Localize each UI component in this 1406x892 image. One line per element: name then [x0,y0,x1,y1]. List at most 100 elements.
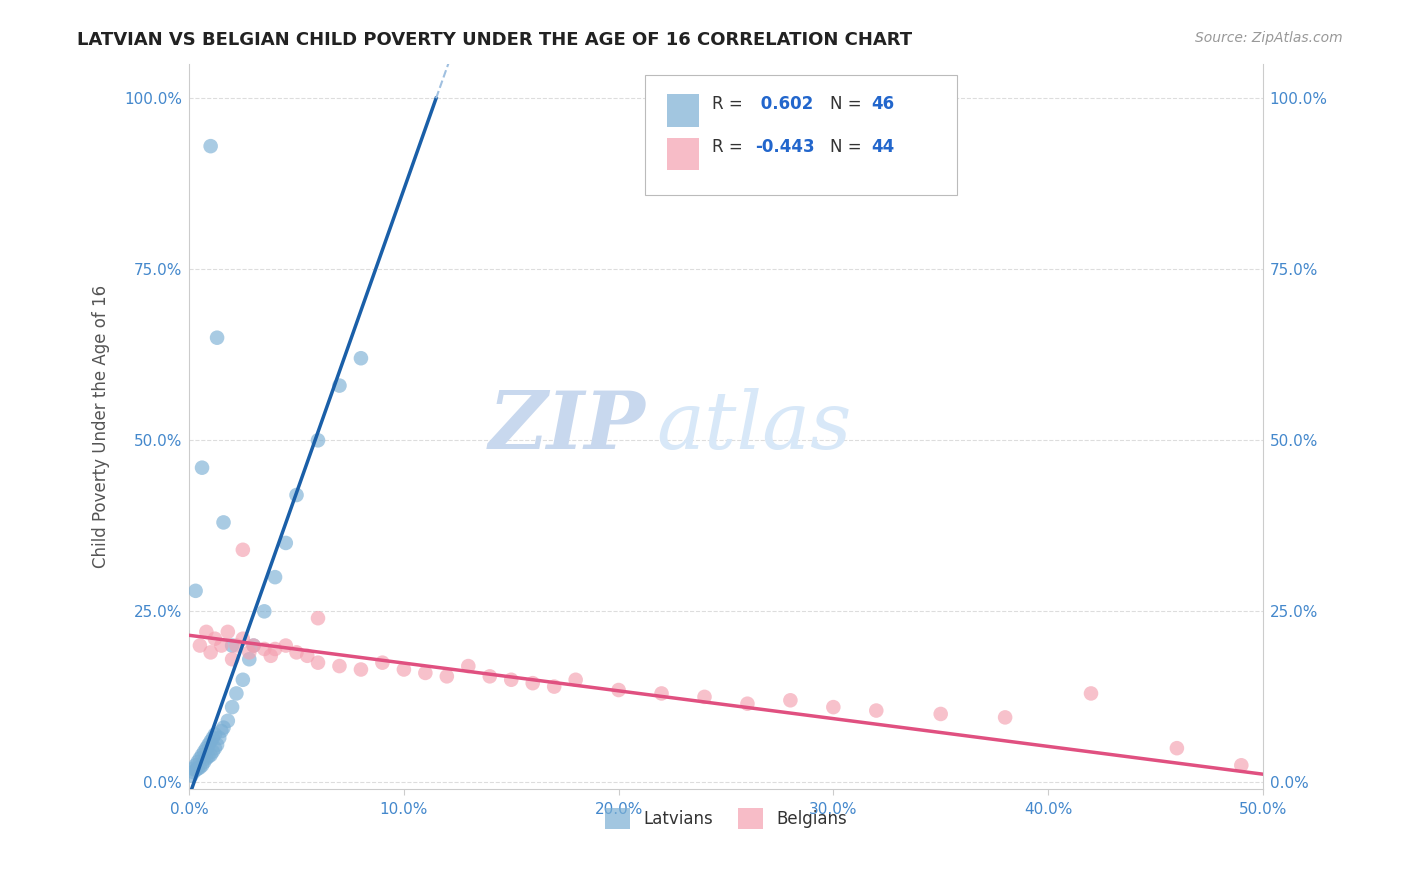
Point [350,351,373,366]
Point [187,755,209,769]
Point [607,683,630,698]
Point [436,669,458,683]
Text: -0.443: -0.443 [755,138,814,156]
Point [564,673,586,687]
Point [307,611,329,625]
Point [823,700,845,714]
Point [225,639,247,653]
Point [184,758,207,772]
Point [195,751,218,765]
Point [193,755,215,769]
Point [501,673,523,687]
Point [191,460,214,475]
Point [865,704,887,718]
Y-axis label: Child Poverty Under the Age of 16: Child Poverty Under the Age of 16 [93,285,110,568]
Text: N =: N = [830,95,868,113]
Point [188,751,211,765]
Point [188,639,211,653]
Point [478,669,501,683]
Point [217,714,239,728]
Point [371,656,394,670]
Point [285,645,308,659]
Point [392,663,415,677]
Point [184,583,207,598]
Text: N =: N = [830,138,868,156]
Point [264,570,287,584]
Point [209,639,232,653]
Point [242,639,264,653]
Text: 0.602: 0.602 [755,95,813,113]
Legend: Latvians, Belgians: Latvians, Belgians [598,802,853,835]
Point [221,700,243,714]
FancyBboxPatch shape [666,95,699,127]
Text: LATVIAN VS BELGIAN CHILD POVERTY UNDER THE AGE OF 16 CORRELATION CHART: LATVIAN VS BELGIAN CHILD POVERTY UNDER T… [77,31,912,49]
Point [204,632,226,646]
Point [221,639,243,653]
Text: R =: R = [711,95,748,113]
Point [1080,686,1102,700]
Point [200,139,222,153]
Point [543,680,565,694]
Point [1230,758,1253,772]
Point [221,652,243,666]
Text: 46: 46 [870,95,894,113]
Point [209,724,232,739]
Point [212,721,235,735]
FancyBboxPatch shape [645,75,957,194]
Point [253,604,276,618]
Point [188,760,211,774]
Point [225,686,247,700]
Point [274,639,297,653]
Point [350,663,373,677]
Point [238,652,260,666]
Point [260,648,283,663]
Text: 44: 44 [870,138,894,156]
Point [328,378,350,392]
Point [193,745,215,759]
Point [200,734,222,748]
Point [191,758,214,772]
Point [328,659,350,673]
Point [274,536,297,550]
FancyBboxPatch shape [666,137,699,170]
Point [191,747,214,762]
Point [200,747,222,762]
Text: R =: R = [711,138,748,156]
Point [779,693,801,707]
Point [205,738,228,752]
Point [232,542,254,557]
Point [208,731,231,745]
Point [195,741,218,756]
Point [307,656,329,670]
Point [197,738,219,752]
Point [187,762,209,776]
Point [415,665,437,680]
Point [307,434,329,448]
Point [183,765,205,780]
Point [195,624,218,639]
Point [200,645,222,659]
Point [522,676,544,690]
Point [201,731,224,745]
Point [1166,741,1188,756]
Point [217,624,239,639]
Point [651,686,673,700]
Point [205,331,228,345]
Point [204,727,226,741]
Point [457,659,479,673]
Point [232,673,254,687]
Point [183,762,205,776]
Point [204,741,226,756]
Text: ZIP: ZIP [488,388,645,466]
Point [737,697,759,711]
Point [994,710,1017,724]
Point [297,648,319,663]
Point [693,690,716,704]
Point [253,642,276,657]
Point [242,639,264,653]
Point [232,632,254,646]
Point [929,706,952,721]
Point [238,645,260,659]
Point [212,516,235,530]
Text: atlas: atlas [657,388,852,466]
